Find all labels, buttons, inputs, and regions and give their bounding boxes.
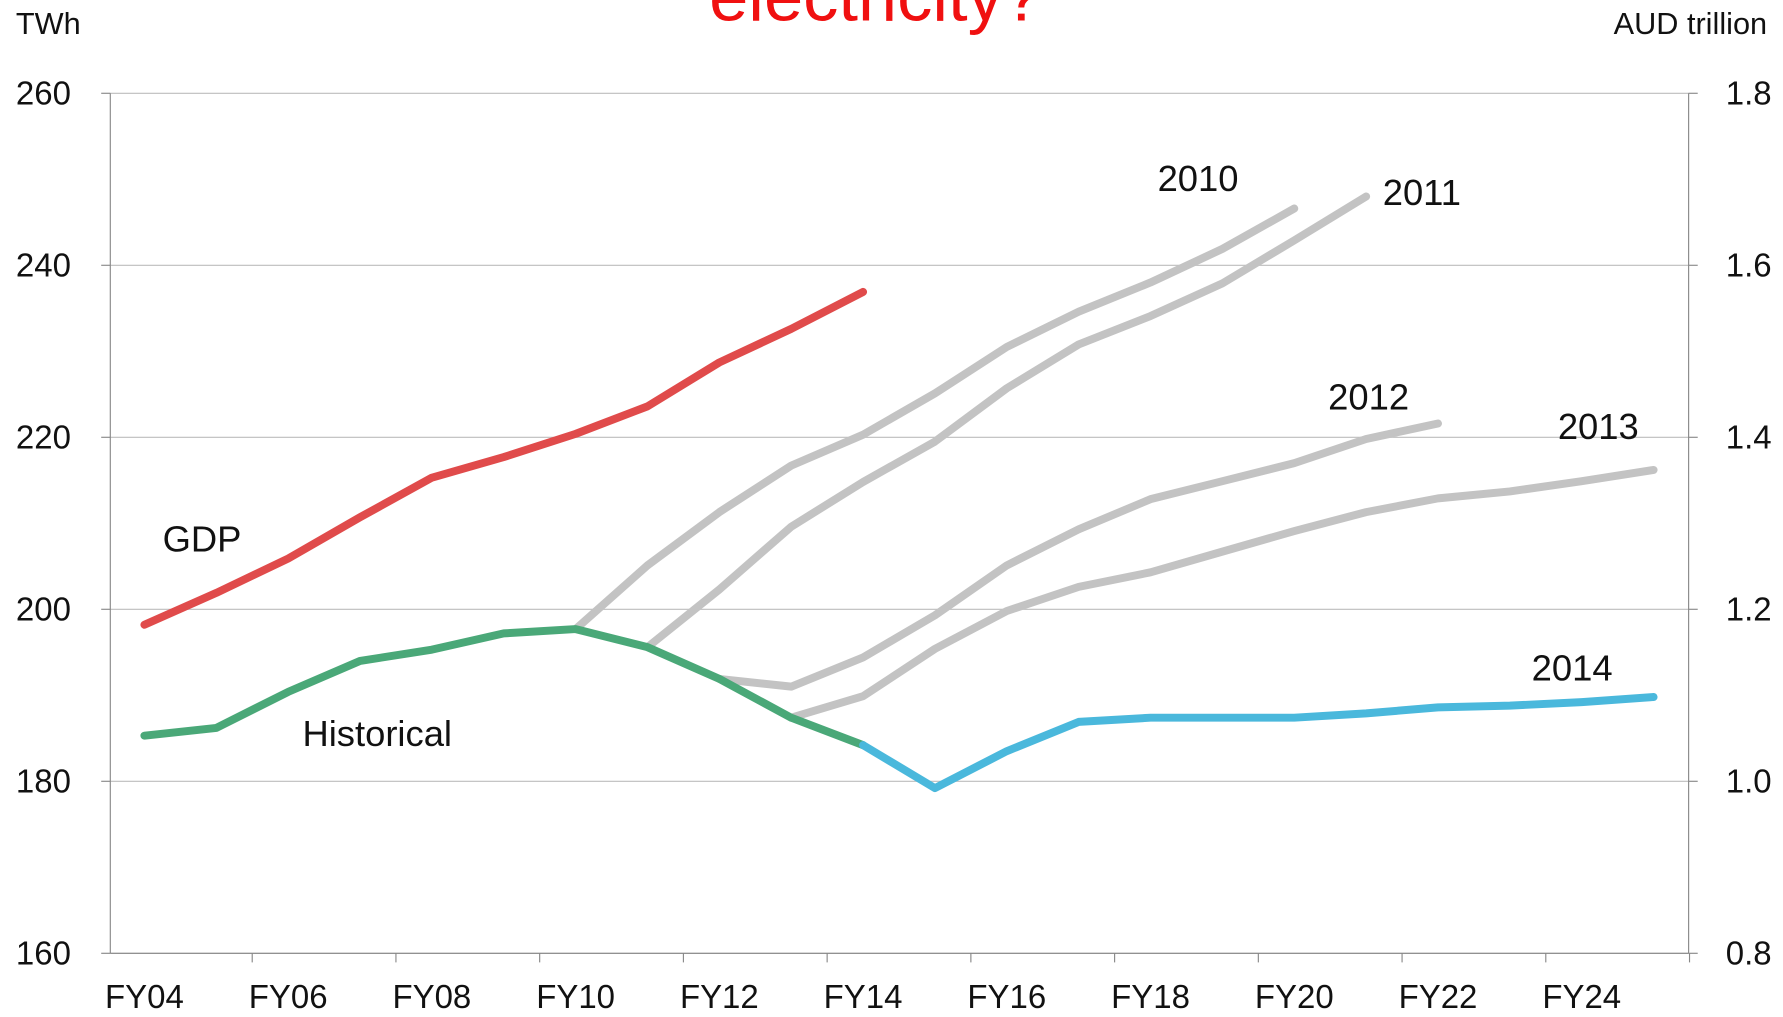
x-tick-label: FY08 xyxy=(392,978,471,1015)
series-line xyxy=(859,693,1658,793)
x-tick-label: FY04 xyxy=(105,978,184,1015)
series-line xyxy=(571,204,1299,634)
y-tick-label: 180 xyxy=(16,763,71,800)
x-tick-label: FY16 xyxy=(967,978,1046,1015)
x-tick-label: FY12 xyxy=(680,978,759,1015)
series-line xyxy=(643,192,1371,652)
series-label: Historical xyxy=(302,713,452,754)
x-tick-label: FY06 xyxy=(249,978,328,1015)
x-tick-label: FY14 xyxy=(824,978,903,1015)
series-label: 2010 xyxy=(1158,158,1239,199)
y2-tick-label: 1.6 xyxy=(1726,247,1772,284)
chart-title: electricity? xyxy=(709,0,1042,35)
y2-tick-label: 1.2 xyxy=(1726,591,1772,628)
y-tick-label: 240 xyxy=(16,247,71,284)
y2-tick-label: 1.0 xyxy=(1726,763,1772,800)
y2-tick-label: 1.8 xyxy=(1726,75,1772,112)
x-tick-label: FY10 xyxy=(536,978,615,1015)
y-tick-label: 260 xyxy=(16,75,71,112)
y2-axis-label: AUD trillion xyxy=(1614,6,1767,41)
series-label: 2011 xyxy=(1383,172,1461,213)
x-tick-label: FY22 xyxy=(1399,978,1478,1015)
x-tick-label: FY20 xyxy=(1255,978,1334,1015)
y-tick-label: 200 xyxy=(16,591,71,628)
series-label: 2014 xyxy=(1532,647,1613,688)
x-tick-label: FY24 xyxy=(1542,978,1621,1015)
y2-tick-label: 1.4 xyxy=(1726,419,1772,456)
y2-tick-label: 0.8 xyxy=(1726,935,1772,972)
series-label: 2013 xyxy=(1558,406,1639,447)
series-line xyxy=(715,419,1442,691)
series-label: 2012 xyxy=(1328,377,1409,418)
series-line xyxy=(140,625,868,750)
series-line xyxy=(787,465,1658,722)
y-tick-label: 220 xyxy=(16,419,71,456)
y-axis-label: TWh xyxy=(16,6,81,41)
y-tick-label: 160 xyxy=(16,935,71,972)
x-tick-label: FY18 xyxy=(1111,978,1190,1015)
series-label: GDP xyxy=(163,519,242,560)
series-line xyxy=(140,287,868,629)
